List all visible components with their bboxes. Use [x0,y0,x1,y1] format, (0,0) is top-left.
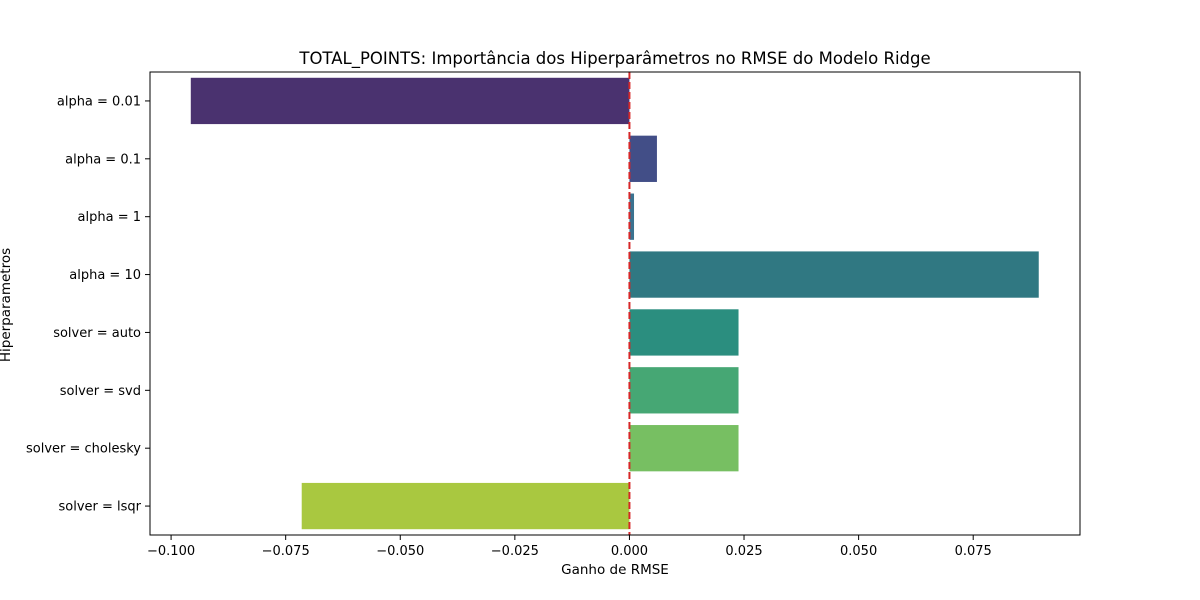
chart-title: TOTAL_POINTS: Importância dos Hiperparâm… [298,49,930,69]
bar-2 [629,193,635,240]
x-tick-label: 0.075 [955,544,992,559]
y-tick-label: solver = cholesky [26,442,141,457]
bar-7 [301,482,630,530]
y-tick-label: solver = svd [60,384,141,399]
x-tick-label: −0.075 [262,544,310,559]
x-axis-label: Ganho de RMSE [561,562,669,578]
y-tick-label: solver = auto [53,326,141,341]
x-tick-label: 0.050 [840,544,877,559]
bar-6 [629,425,739,472]
bar-5 [629,367,739,414]
y-tick-label: solver = lsqr [58,500,141,515]
x-tick-label: 0.000 [611,544,648,559]
x-tick-label: −0.050 [376,544,424,559]
plot-frame [149,71,1081,536]
bars-group [190,77,1039,530]
y-axis-label: Hiperparametros [0,248,14,362]
y-axis-ticks: alpha = 0.01 alpha = 0.1 alpha = 1 alpha = … [26,94,150,515]
x-tick-label: −0.025 [491,544,539,559]
y-tick-label: alpha = 0.1 [65,152,141,167]
y-tick-label: alpha = 0.01 [57,94,141,109]
bar-0 [190,77,630,125]
x-axis-ticks: −0.100 −0.075 −0.050 −0.025 0.000 0.025 0.050 0… [147,535,992,559]
bar-4 [629,309,739,356]
x-tick-label: −0.100 [147,544,195,559]
bar-3 [629,251,1039,298]
y-tick-label: alpha = 10 [69,268,141,283]
y-tick-label: alpha = 1 [78,210,141,225]
bar-1 [629,135,657,182]
x-tick-label: 0.025 [725,544,762,559]
